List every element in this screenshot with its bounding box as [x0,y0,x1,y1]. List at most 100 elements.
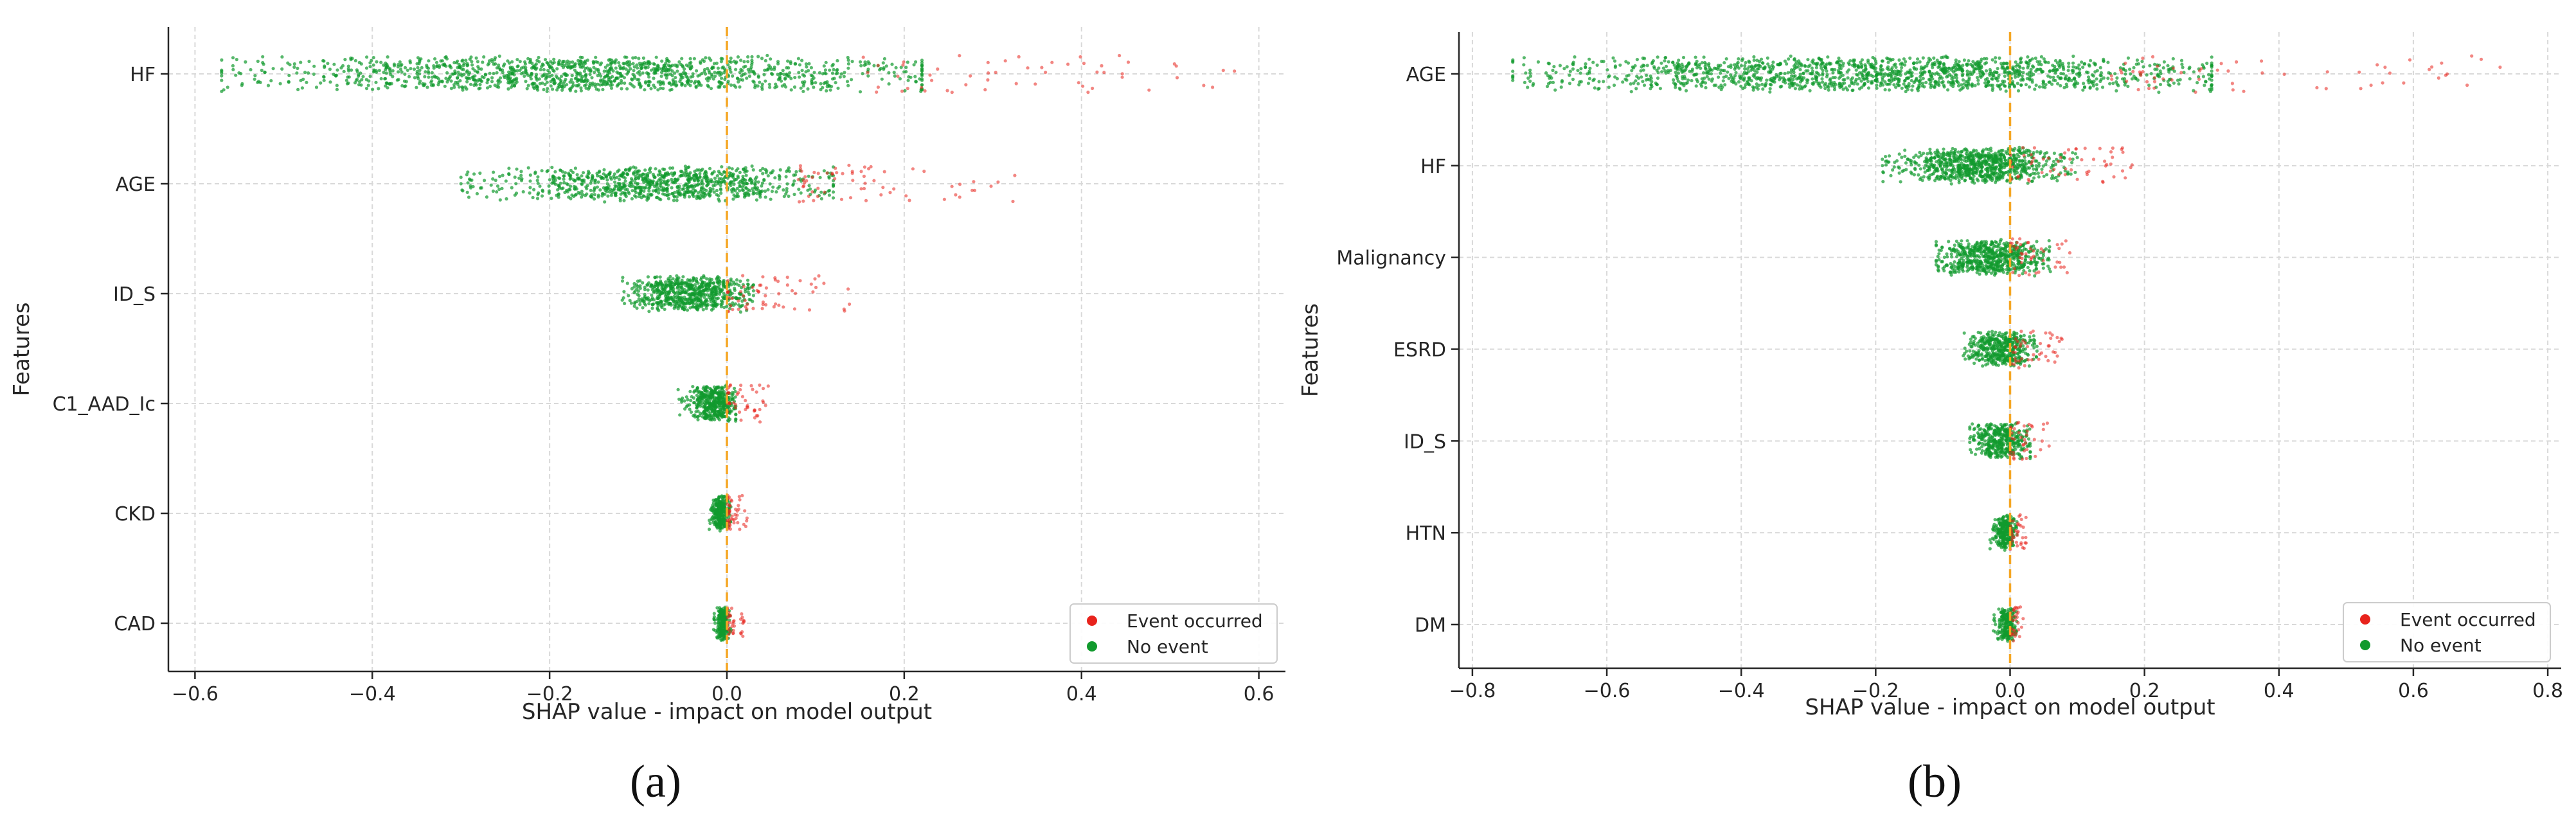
shap-point-no-event [650,181,655,184]
shap-point-no-event [445,80,449,84]
shap-point-no-event [666,197,670,200]
shap-point-no-event [1618,63,1622,67]
shap-point-no-event [779,79,783,83]
shap-point-no-event [560,187,564,191]
shap-point-event [810,175,814,179]
shap-point-no-event [809,66,813,69]
shap-point-no-event [603,79,607,83]
shap-point-event [906,87,909,91]
shap-point-no-event [797,188,801,191]
shap-point-no-event [312,72,316,76]
shap-point-no-event [647,310,651,314]
shap-point-event [923,89,927,93]
shap-point-no-event [763,189,767,193]
shap-point-no-event [528,191,532,195]
shap-point-no-event [717,70,720,74]
shap-point-no-event [560,170,565,174]
shap-point-no-event [722,510,726,513]
shap-point-no-event [733,288,737,292]
shap-point-no-event [716,625,720,629]
shap-point-no-event [700,71,704,76]
shap-point-event [796,178,800,182]
shap-point-no-event [706,409,710,413]
shap-point-no-event [2018,66,2022,69]
shap-point-no-event [914,60,918,64]
shap-point-no-event [2157,91,2161,94]
shap-point-no-event [672,194,676,198]
shap-point-no-event [679,282,683,286]
chart-panel-b: −0.8 −0.6 −0.4 −0.2 0.0 0.2 0.4 0.6 0.8AGEHFMali… [1298,32,2563,807]
shap-point-no-event [644,297,648,301]
shap-point-no-event [1798,73,1802,76]
shap-point-no-event [1850,76,1854,80]
shap-point-no-event [1526,85,1530,89]
shap-point-no-event [563,64,567,67]
shap-point-no-event [443,55,447,59]
shap-point-no-event [783,85,788,89]
shap-point-no-event [602,168,606,172]
shap-point-no-event [707,191,711,195]
shap-point-event [950,91,954,94]
shap-point-no-event [601,87,605,91]
shap-point-no-event [524,80,528,84]
shap-point-no-event [705,277,709,281]
shap-point-no-event [2059,84,2062,87]
shap-point-no-event [423,75,427,78]
shap-point-no-event [659,71,664,75]
shap-point-no-event [505,197,508,201]
shap-point-no-event [708,186,712,190]
shap-point-no-event [920,63,924,67]
shap-point-no-event [513,193,517,197]
shap-point-event [798,166,802,170]
shap-point-event [1095,70,1099,74]
shap-point-no-event [1694,62,1697,66]
shap-point-no-event [665,57,669,60]
shap-point-no-event [645,283,649,287]
shap-point-no-event [729,279,733,283]
shap-point-event [734,508,738,511]
shap-point-no-event [629,67,632,71]
shap-point-no-event [609,80,613,84]
shap-point-no-event [526,166,530,170]
shap-point-no-event [430,71,434,75]
shap-point-no-event [488,71,492,75]
shap-point-no-event [226,85,229,89]
shap-point-no-event [846,58,850,62]
shap-point-no-event [1772,76,1776,80]
shap-point-no-event [2128,67,2132,71]
shap-point-no-event [796,57,800,60]
shap-point-no-event [706,303,710,306]
shap-point-event [1120,72,1124,76]
shap-point-no-event [1612,84,1616,87]
shap-point-no-event [567,188,571,191]
shap-point-no-event [635,306,639,310]
shap-point-no-event [789,76,793,80]
shap-point-no-event [1672,78,1676,82]
legend-marker [1087,641,1097,652]
shap-point-no-event [407,75,411,78]
shap-point-event [761,300,765,304]
shap-point-no-event [675,274,679,278]
shap-point-no-event [364,78,368,82]
shap-point-event [1120,75,1124,79]
shap-point-no-event [736,76,740,80]
shap-point-no-event [1903,63,1907,67]
shap-point-no-event [720,76,724,80]
shap-point-no-event [800,80,805,84]
shap-point-event [753,416,756,420]
shap-point-no-event [1571,77,1575,82]
shap-point-event [728,504,732,508]
shap-point-no-event [478,82,482,87]
shap-point-no-event [568,60,572,64]
shap-point-event [816,186,820,190]
shap-point-no-event [746,278,750,282]
shap-point-no-event [625,172,629,175]
shap-point-no-event [738,310,742,314]
shap-point-no-event [466,170,470,174]
shap-point-no-event [643,186,647,190]
shap-point-no-event [707,528,711,531]
shap-point-event [739,418,743,422]
shap-point-no-event [750,164,754,168]
shap-point-no-event [1940,76,1944,80]
shap-point-no-event [479,186,483,190]
